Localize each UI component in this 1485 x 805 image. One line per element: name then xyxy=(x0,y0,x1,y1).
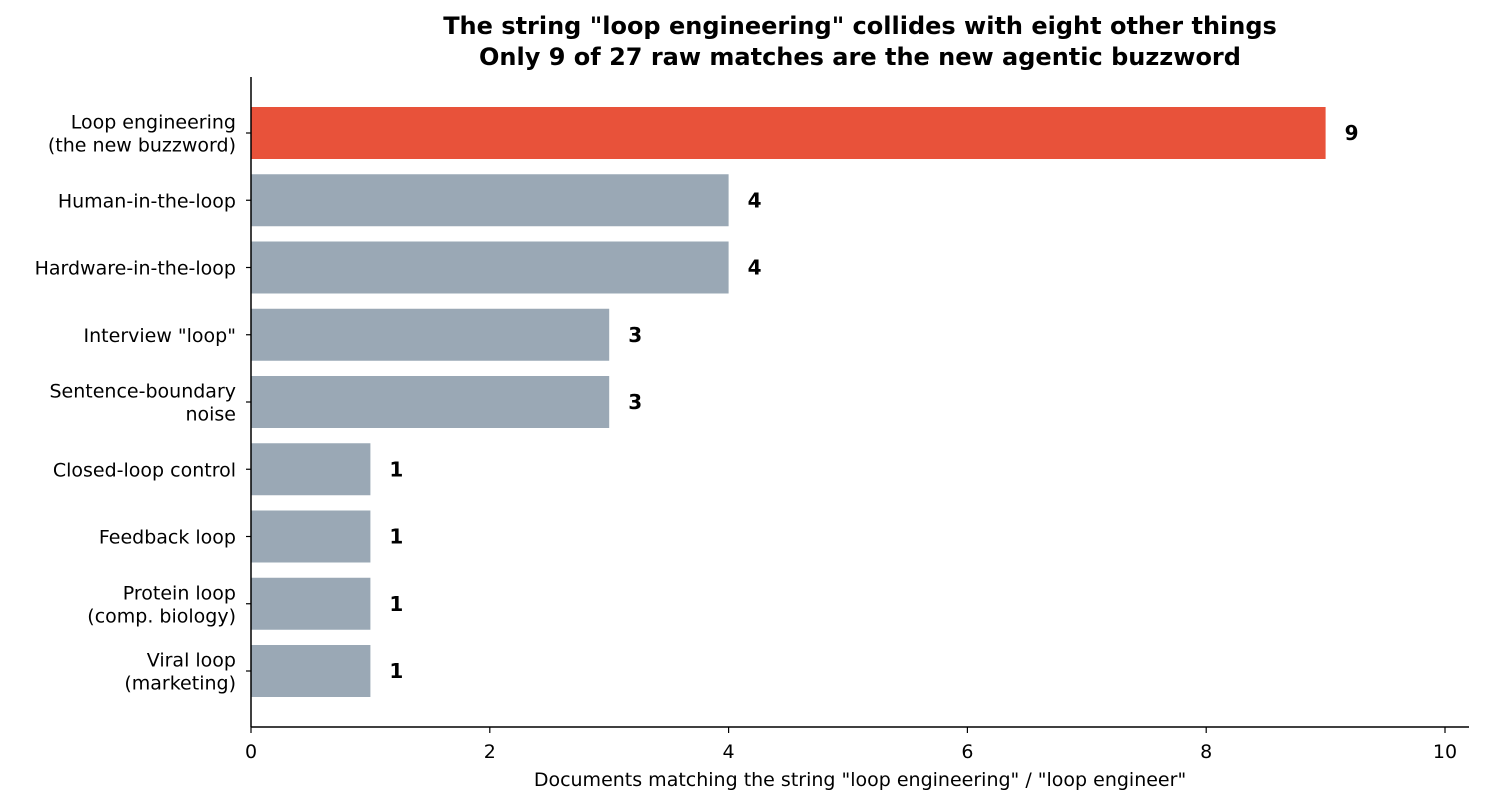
category-label-7-line-0: Protein loop xyxy=(123,582,236,604)
bar-6 xyxy=(251,510,371,563)
y-ticks xyxy=(246,132,251,672)
value-label-2: 4 xyxy=(748,256,762,280)
value-label-1: 4 xyxy=(748,188,762,212)
bars xyxy=(251,107,1326,697)
category-label-1-line-0: Human-in-the-loop xyxy=(58,190,236,212)
x-tick-label-1: 2 xyxy=(484,741,496,763)
value-label-3: 3 xyxy=(628,323,642,347)
value-label-5: 1 xyxy=(389,457,403,481)
x-tick-label-3: 6 xyxy=(961,741,973,763)
category-label-8-line-1: (marketing) xyxy=(124,673,236,695)
bar-5 xyxy=(251,443,371,496)
bar-0 xyxy=(251,107,1326,159)
value-labels: 9 4 4 3 3 1 1 1 1 xyxy=(389,121,1358,683)
category-label-8-line-0: Viral loop xyxy=(147,650,236,672)
chart-title: The string "loop engineering" collides w… xyxy=(443,12,1277,71)
value-label-7: 1 xyxy=(389,592,403,616)
x-tick-label-2: 4 xyxy=(723,741,735,763)
bar-4 xyxy=(251,376,610,428)
category-label-4-line-1: noise xyxy=(185,404,236,426)
bar-7 xyxy=(251,577,371,630)
value-label-8: 1 xyxy=(389,659,403,683)
chart-title-line-2: Only 9 of 27 raw matches are the new age… xyxy=(479,43,1241,71)
category-label-0-line-1: (the new buzzword) xyxy=(48,135,236,157)
value-label-4: 3 xyxy=(628,390,642,414)
x-tick-label-0: 0 xyxy=(245,741,257,763)
chart-title-line-1: The string "loop engineering" collides w… xyxy=(443,12,1277,40)
category-label-4-line-0: Sentence-boundary xyxy=(50,381,237,403)
value-label-0: 9 xyxy=(1345,121,1359,145)
x-tick-label-5: 10 xyxy=(1433,741,1457,763)
value-label-6: 1 xyxy=(389,525,403,549)
category-label-0-line-0: Loop engineering xyxy=(71,112,236,134)
bar-2 xyxy=(251,241,729,294)
category-label-2-line-0: Hardware-in-the-loop xyxy=(35,258,236,280)
x-tick-label-4: 8 xyxy=(1200,741,1212,763)
category-label-3-line-0: Interview "loop" xyxy=(84,325,236,347)
bar-8 xyxy=(251,645,371,697)
category-label-6-line-0: Feedback loop xyxy=(99,527,236,549)
category-labels: Loop engineering(the new buzzword) Human-… xyxy=(35,112,236,695)
category-label-5-line-0: Closed-loop control xyxy=(53,459,236,481)
bar-1 xyxy=(251,174,729,227)
bar-3 xyxy=(251,308,610,361)
x-ticks: 0 2 4 6 8 10 xyxy=(245,727,1457,763)
category-label-7-line-1: (comp. biology) xyxy=(87,605,236,627)
x-axis-label: Documents matching the string "loop engi… xyxy=(534,769,1186,791)
